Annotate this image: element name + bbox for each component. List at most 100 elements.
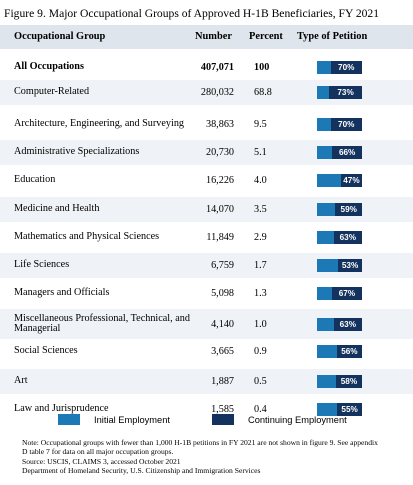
petition-type-bar: 70% (317, 61, 362, 74)
figure-title: Figure 9. Major Occupational Groups of A… (4, 7, 380, 20)
number-cell: 20,730 (205, 147, 234, 158)
initial-employment-segment (317, 174, 341, 187)
petition-type-bar: 63% (317, 231, 362, 244)
petition-type-bar: 70% (317, 118, 362, 131)
initial-employment-segment (317, 318, 334, 331)
initial-employment-segment (317, 61, 331, 74)
occupational-group-cell: Computer-Related (14, 86, 90, 98)
number-cell: 38,863 (205, 118, 234, 130)
table-header: Occupational Group Number Percent Type o… (0, 25, 413, 49)
footnote-line: Note: Occupational groups with fewer tha… (22, 438, 378, 447)
petition-type-bar: 53% (317, 259, 362, 272)
occupational-group-cell: Mathematics and Physical Sciences (14, 231, 160, 243)
occupational-group-cell: Law and Jurisprudence (14, 403, 109, 415)
table-row: Architecture, Engineering, and Surveying… (0, 109, 413, 139)
table-row: Social Sciences 3,665 0.9 56% (0, 339, 413, 364)
number-cell: 407,071 (200, 62, 234, 73)
initial-employment-segment (317, 375, 336, 388)
petition-type-bar: 47% (317, 174, 362, 187)
number-cell: 1,887 (211, 376, 234, 387)
continuing-employment-segment: 53% (338, 259, 362, 272)
continuing-employment-segment: 66% (332, 146, 362, 159)
table-row: Administrative Specializations 20,730 5.1 6… (0, 140, 413, 165)
petition-type-bar: 73% (317, 86, 362, 99)
petition-type-bar: 55% (317, 403, 362, 416)
table-row: Law and Jurisprudence 1,585 0.4 55% (0, 397, 413, 422)
footnote-line: D table 7 for data on all major occupati… (22, 447, 174, 457)
occupational-group-cell: Administrative Specializations (14, 146, 140, 158)
percent-cell: 1.7 (254, 260, 267, 271)
percent-cell: 3.5 (254, 204, 267, 215)
continuing-employment-segment: 47% (340, 174, 362, 187)
table-row: Mathematics and Physical Sciences 11,849 2… (0, 225, 413, 250)
initial-employment-segment (317, 118, 331, 131)
number-cell: 5,098 (211, 288, 234, 299)
number-cell: 4,140 (211, 318, 234, 330)
percent-cell: 9.5 (254, 118, 267, 130)
percent-cell: 2.9 (254, 232, 267, 243)
legend-swatch-initial (58, 414, 80, 425)
continuing-employment-segment: 56% (336, 345, 362, 358)
initial-employment-segment (317, 403, 338, 416)
continuing-employment-segment: 70% (330, 61, 362, 74)
table-row: Medicine and Health 14,070 3.5 59% (0, 197, 413, 222)
continuing-employment-segment: 55% (337, 403, 362, 416)
column-header-group: Occupational Group (14, 31, 106, 42)
percent-cell: 0.4 (254, 404, 267, 415)
legend-item-continuing: Continuing Employment (212, 414, 347, 425)
percent-cell: 4.0 (254, 175, 267, 186)
percent-cell: 1.0 (254, 318, 267, 330)
continuing-employment-segment: 63% (333, 231, 362, 244)
table-row: Life Sciences 6,759 1.7 53% (0, 253, 413, 278)
agency-line: Department of Homeland Security, U.S. Ci… (22, 466, 261, 476)
occupational-group-cell: Social Sciences (14, 345, 78, 357)
occupational-group-cell: Education (14, 174, 56, 186)
column-header-percent: Percent (249, 31, 283, 42)
petition-type-bar: 56% (317, 345, 362, 358)
petition-type-bar: 63% (317, 318, 362, 331)
legend-label-initial: Initial Employment (94, 414, 170, 425)
legend: Initial Employment Continuing Employment (0, 411, 413, 431)
petition-type-bar: 58% (317, 375, 362, 388)
table-row: Miscellaneous Professional, Technical, a… (0, 309, 413, 339)
continuing-employment-segment: 58% (335, 375, 362, 388)
continuing-employment-segment: 59% (335, 203, 362, 216)
initial-employment-segment (317, 345, 337, 358)
column-header-type: Type of Petition (297, 31, 368, 42)
number-cell: 11,849 (206, 232, 234, 243)
legend-label-continuing: Continuing Employment (248, 414, 347, 425)
petition-type-bar: 67% (317, 287, 362, 300)
occupational-group-cell: Life Sciences (14, 259, 70, 271)
occupational-group-cell: All Occupations (14, 61, 84, 73)
continuing-employment-segment: 70% (330, 118, 362, 131)
column-header-number: Number (195, 31, 232, 42)
petition-type-bar: 59% (317, 203, 362, 216)
percent-cell: 1.3 (254, 288, 267, 299)
legend-swatch-continuing (212, 414, 234, 425)
occupational-group-cell: Medicine and Health (14, 203, 100, 215)
table-row: Computer-Related 280,032 68.8 73% (0, 80, 413, 105)
table-row: Managers and Officials 5,098 1.3 67% (0, 281, 413, 306)
occupational-group-cell: Art (14, 375, 28, 387)
initial-employment-segment (317, 287, 332, 300)
table-row: Education 16,226 4.0 47% (0, 168, 413, 193)
number-cell: 1,585 (211, 404, 234, 415)
initial-employment-segment (317, 146, 333, 159)
number-cell: 280,032 (200, 87, 234, 98)
petition-type-bar: 66% (317, 146, 362, 159)
number-cell: 16,226 (205, 175, 234, 186)
initial-employment-segment (317, 259, 339, 272)
percent-cell: 68.8 (254, 87, 272, 98)
table-row: Art 1,887 0.5 58% (0, 369, 413, 394)
occupational-group-cell: Managers and Officials (14, 287, 110, 299)
table-row: All Occupations 407,071 100 70% (0, 55, 413, 80)
occupational-group-cell: Architecture, Engineering, and Surveying (14, 117, 185, 129)
number-cell: 3,665 (211, 346, 234, 357)
continuing-employment-segment: 67% (331, 287, 362, 300)
legend-item-initial: Initial Employment (58, 414, 170, 425)
number-cell: 14,070 (205, 204, 234, 215)
initial-employment-segment (317, 86, 330, 99)
percent-cell: 5.1 (254, 147, 267, 158)
initial-employment-segment (317, 231, 334, 244)
continuing-employment-segment: 63% (333, 318, 362, 331)
